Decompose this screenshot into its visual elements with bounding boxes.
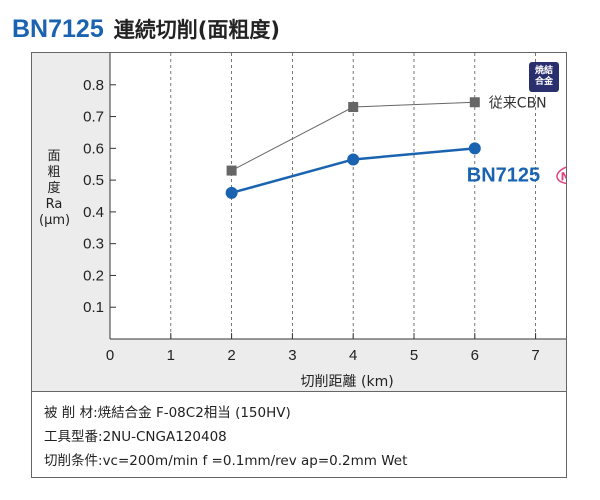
y-axis-label-char-1: 面 xyxy=(47,149,61,164)
data-point-circle xyxy=(347,153,360,166)
x-tick-label: 1 xyxy=(167,347,175,364)
y-tick-label: 0.6 xyxy=(83,140,104,157)
y-tick-label: 0.2 xyxy=(83,267,104,284)
y-axis-label-unit: (μm) xyxy=(39,213,71,228)
condition-label: 工具型番 xyxy=(44,429,98,445)
title-subtitle: 連続切削(面粗度) xyxy=(113,18,280,42)
new-tag-shape xyxy=(556,164,566,185)
data-point-square xyxy=(469,97,480,108)
y-axis-label-char-2: 粗 xyxy=(47,165,61,180)
condition-row-cutting: 切削条件:vc=200m/min f =0.1mm/rev ap=0.2mm W… xyxy=(44,453,408,469)
x-axis-label: 切削距離 (km) xyxy=(301,373,394,390)
y-tick-label: 0.5 xyxy=(83,172,104,189)
plot-area xyxy=(110,53,566,339)
x-tick-label: 3 xyxy=(288,347,296,364)
y-tick-label: 0.1 xyxy=(83,299,104,316)
title-product: BN7125 xyxy=(12,15,104,43)
x-tick-label: 0 xyxy=(106,347,114,364)
condition-row-workpiece: 被 削 材:焼結合金 F-08C2相当 (150HV) xyxy=(44,405,291,421)
y-tick-label: 0.7 xyxy=(83,109,104,126)
x-tick-label: 5 xyxy=(410,347,418,364)
y-axis-label-symbol: Ra xyxy=(45,197,63,212)
chart-panel: 0.1 0.2 0.3 0.4 0.5 0.6 0.7 0.8 0 1 2 3 4 5 6 7 切削距離 (km… xyxy=(32,53,566,392)
y-tick-label: 0.3 xyxy=(83,236,104,253)
x-tick-label: 6 xyxy=(471,347,479,364)
condition-label: 切削条件 xyxy=(44,453,98,469)
page-title: BN7125 連続切削(面粗度) xyxy=(12,14,280,46)
data-point-square xyxy=(226,165,237,176)
material-badge: 焼結 合金 xyxy=(529,62,559,92)
chart-frame: 0.1 0.2 0.3 0.4 0.5 0.6 0.7 0.8 0 1 2 3 4 5 6 7 切削距離 (km… xyxy=(31,52,567,478)
condition-value: 焼結合金 F-08C2相当 (150HV) xyxy=(97,405,291,421)
y-axis-label: 面 粗 度 Ra (μm) xyxy=(39,149,71,229)
condition-row-tool: 工具型番:2NU-CNGA120408 xyxy=(44,429,227,445)
x-tick-label: 7 xyxy=(531,347,539,364)
condition-value: vc=200m/min f =0.1mm/rev ap=0.2mm Wet xyxy=(102,453,408,469)
x-tick-label: 2 xyxy=(227,347,235,364)
data-point-circle xyxy=(225,186,238,199)
condition-value: 2NU-CNGA120408 xyxy=(102,429,227,445)
condition-label: 被 削 材 xyxy=(44,405,94,421)
badge-line-2: 合金 xyxy=(534,77,553,87)
data-point-square xyxy=(348,102,359,113)
data-point-circle xyxy=(468,142,481,155)
y-tick-label: 0.8 xyxy=(83,77,104,94)
y-axis-label-char-3: 度 xyxy=(47,181,61,196)
new-tag-label: New xyxy=(560,166,566,184)
series-label-conventional-cbn: 従来CBN xyxy=(489,95,547,111)
series-label-bn7125: BN7125 xyxy=(467,164,540,186)
badge-line-1: 焼結 xyxy=(534,66,553,76)
y-tick-label: 0.4 xyxy=(83,204,104,221)
cutting-conditions: 被 削 材:焼結合金 F-08C2相当 (150HV) 工具型番:2NU-CNG… xyxy=(44,401,407,473)
line-chart: 0.1 0.2 0.3 0.4 0.5 0.6 0.7 0.8 0 1 2 3 4 5 6 7 切削距離 (km… xyxy=(83,53,566,390)
x-tick-label: 4 xyxy=(349,347,357,364)
